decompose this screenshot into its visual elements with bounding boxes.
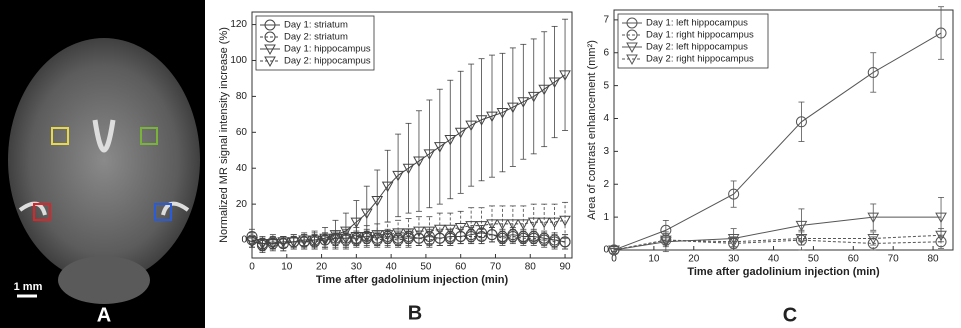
x-axis-title: Time after gadolinium injection (min) xyxy=(687,266,880,278)
y-tick-label: 5 xyxy=(603,80,609,91)
y-tick-label: 7 xyxy=(603,15,609,26)
x-tick-label: 30 xyxy=(351,262,363,273)
y-tick-label: 4 xyxy=(603,113,609,124)
legend-label: Day 2: right hippocampus xyxy=(646,54,754,65)
x-tick-label: 10 xyxy=(281,262,293,273)
mri-panel: 1 mm A xyxy=(0,0,205,328)
legend-label: Day 2: striatum xyxy=(284,32,348,43)
x-tick-label: 20 xyxy=(688,254,700,265)
x-tick-label: 0 xyxy=(249,262,255,273)
x-tick-label: 30 xyxy=(728,254,740,265)
y-axis-title: Area of contrast enhancement (mm²) xyxy=(586,40,598,220)
legend-label: Day 1: left hippocampus xyxy=(646,18,748,29)
panel-label: C xyxy=(783,304,797,326)
x-tick-label: 70 xyxy=(490,262,502,273)
x-tick-label: 20 xyxy=(316,262,328,273)
y-tick-label: 20 xyxy=(236,199,248,210)
y-tick-label: 120 xyxy=(230,19,247,30)
x-tick-label: 50 xyxy=(808,254,820,265)
y-tick-label: 100 xyxy=(230,55,247,66)
brain-slice xyxy=(8,38,200,282)
y-tick-label: 1 xyxy=(603,212,609,223)
figure: 1 mm A 010203040506070809002040608010012… xyxy=(0,0,961,328)
y-tick-label: 60 xyxy=(236,127,248,138)
legend-label: Day 2: left hippocampus xyxy=(646,42,748,53)
x-tick-label: 60 xyxy=(848,254,860,265)
x-tick-label: 40 xyxy=(768,254,780,265)
x-tick-label: 80 xyxy=(525,262,537,273)
scale-bar-label: 1 mm xyxy=(14,281,43,293)
x-tick-label: 60 xyxy=(455,262,467,273)
legend-label: Day 1: striatum xyxy=(284,20,348,31)
panel-label: B xyxy=(408,302,422,324)
y-tick-label: 6 xyxy=(603,47,609,58)
y-tick-label: 80 xyxy=(236,91,248,102)
x-tick-label: 50 xyxy=(420,262,432,273)
y-axis-title: Normalized MR signal intensity increase … xyxy=(218,27,230,243)
x-tick-label: 90 xyxy=(559,262,571,273)
x-tick-label: 40 xyxy=(386,262,398,273)
y-tick-label: 40 xyxy=(236,163,248,174)
y-tick-label: 3 xyxy=(603,146,609,157)
x-tick-label: 10 xyxy=(648,254,660,265)
legend-label: Day 2: hippocampus xyxy=(284,56,371,67)
legend-label: Day 1: right hippocampus xyxy=(646,30,754,41)
x-axis-title: Time after gadolinium injection (min) xyxy=(316,274,509,286)
legend-label: Day 1: hippocampus xyxy=(284,44,371,55)
x-tick-label: 70 xyxy=(888,254,900,265)
y-tick-label: 2 xyxy=(603,179,609,190)
cerebellum xyxy=(58,256,150,304)
x-tick-label: 80 xyxy=(927,254,939,265)
panel-label: A xyxy=(97,304,111,326)
